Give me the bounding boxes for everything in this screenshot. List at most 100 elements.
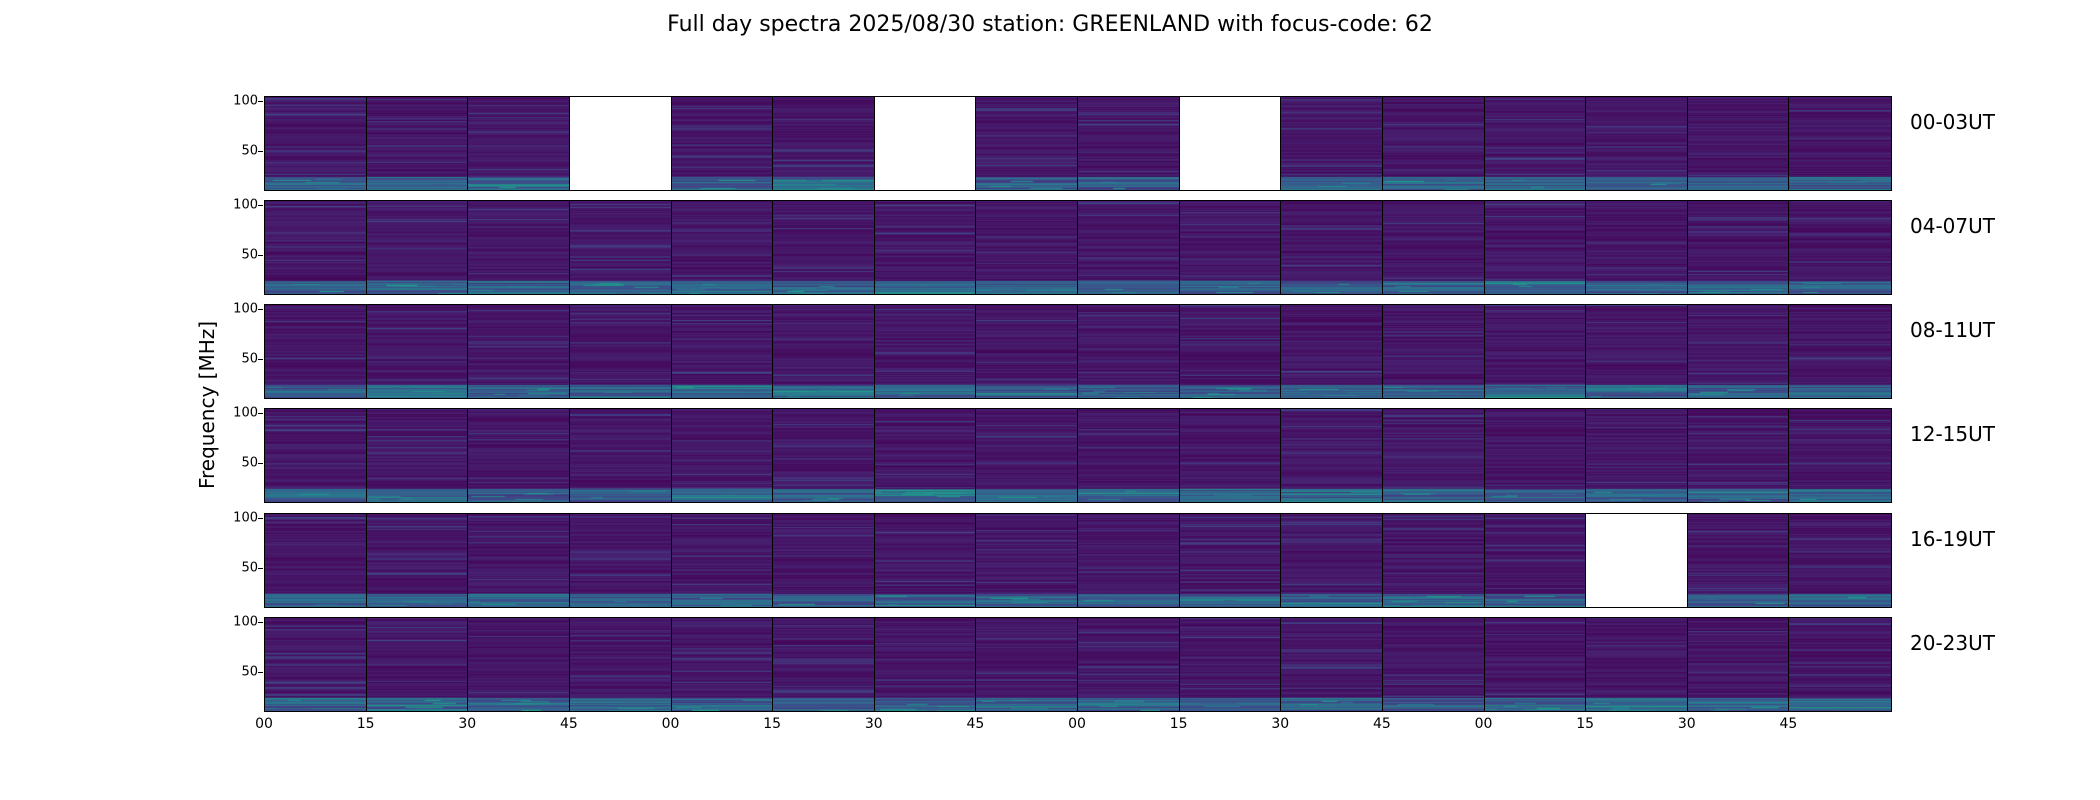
spectrum-panel [1483,408,1587,503]
y-tick-mark [258,672,263,673]
spectrum-panel [1077,304,1181,399]
spectra-row: 100 50 [233,615,1892,712]
x-tick-label: 45 [1779,716,1798,732]
spectrum-panel [467,513,571,608]
spectrum-panel [1788,513,1892,608]
x-tick-label: 15 [356,716,375,732]
chart-title: Full day spectra 2025/08/30 station: GRE… [667,12,1433,37]
spectrogram [1078,201,1180,294]
spectrogram [1789,514,1891,607]
x-tick-label: 00 [661,716,680,732]
spectrum-panel [1686,408,1790,503]
spectrum-panel [1178,513,1282,608]
x-tick-label: 15 [1576,716,1595,732]
spectrum-panel [1280,617,1384,712]
spectrum-panel [264,200,368,295]
spectrum-panel [1178,408,1282,503]
spectrogram [773,201,875,294]
spectrogram [1687,514,1789,607]
spectrum-panel [873,304,977,399]
spectrum-panel [1483,200,1587,295]
spectrogram [874,409,976,502]
row-time-label: 00-03UT [1910,110,1995,134]
spectrogram [671,305,773,398]
spectrogram [773,305,875,398]
spectrogram [265,201,367,294]
spectrogram [366,201,468,294]
spectrogram [569,514,671,607]
spectrogram [874,618,976,711]
spectrogram [468,514,570,607]
spectrum-panel [264,513,368,608]
spectrum-panel [467,200,571,295]
spectrum-panel [1483,617,1587,712]
spectrogram [569,409,671,502]
spectra-row: 100 50 [233,511,1892,608]
spectrum-panel [1686,96,1790,191]
spectrum-panel [264,304,368,399]
y-axis-label: Frequency [MHz] [195,320,219,490]
y-tick-mark [258,205,263,206]
spectrum-panel [1280,200,1384,295]
spectrogram [1586,97,1688,190]
y-tick-label: 50 [241,664,258,680]
spectrogram [1382,97,1484,190]
spectrum-panel [1280,513,1384,608]
spectra-row: 100 50 [233,406,1892,503]
spectrogram [1586,618,1688,711]
spectrogram [468,305,570,398]
spectrum-panel [1077,200,1181,295]
spectrum-panel [568,617,672,712]
spectrogram [976,514,1078,607]
spectrogram [874,201,976,294]
spectrogram [1687,97,1789,190]
spectrum-panel [1280,304,1384,399]
spectrum-panel [1381,513,1485,608]
spectrogram [366,97,468,190]
y-tick-mark [258,568,263,569]
y-tick-mark [258,309,263,310]
spectrogram [1586,409,1688,502]
spectrum-panel [1585,617,1689,712]
x-tick-label: 30 [1271,716,1290,732]
spectrogram [874,305,976,398]
spectrum-panel [670,617,774,712]
spectrogram [1078,409,1180,502]
spectrogram [773,514,875,607]
spectrum-panel [1686,200,1790,295]
x-tick-label: 45 [966,716,985,732]
spectrogram [1789,201,1891,294]
spectrogram [1687,305,1789,398]
spectrum-panel [1686,513,1790,608]
spectrogram [1382,514,1484,607]
spectrogram [1281,305,1383,398]
spectrum-panel [365,408,469,503]
spectrogram [976,97,1078,190]
y-tick-mark [258,622,263,623]
spectrogram [1078,97,1180,190]
spectrogram [569,305,671,398]
spectrum-panel [1077,617,1181,712]
y-tick-mark [258,151,263,152]
spectrogram [1179,618,1281,711]
spectrogram [1586,201,1688,294]
spectrum-panel [873,617,977,712]
spectrogram [1484,305,1586,398]
spectrogram [468,618,570,711]
x-tick-label: 30 [864,716,883,732]
spectra-row: 100 50 [233,198,1892,295]
spectrum-panel-missing [1585,513,1689,608]
spectrogram [976,409,1078,502]
spectrogram [1179,305,1281,398]
row-time-label: 08-11UT [1910,318,1995,342]
x-tick-label: 15 [763,716,782,732]
y-tick-label: 50 [241,351,258,367]
row-time-label: 04-07UT [1910,214,1995,238]
spectrogram [1281,514,1383,607]
spectra-row: 100 50 [233,94,1892,191]
spectrum-panel [873,200,977,295]
spectrogram [1789,97,1891,190]
spectrogram [1078,514,1180,607]
spectrogram [1586,305,1688,398]
spectrum-panel [1686,304,1790,399]
